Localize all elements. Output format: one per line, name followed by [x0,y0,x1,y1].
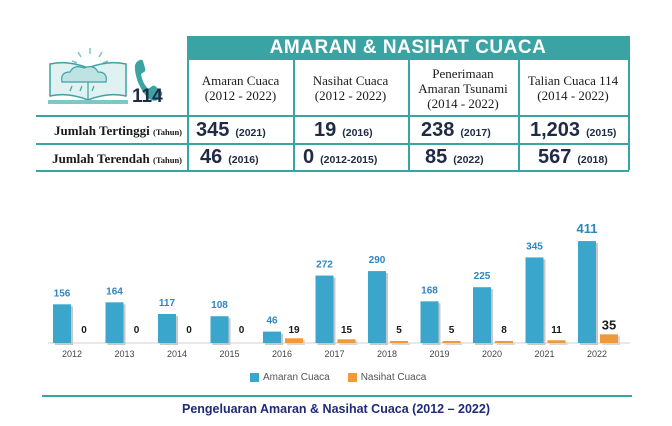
bar-amaran-2016 [263,331,281,343]
x-tick-label-2018: 2018 [377,349,397,359]
label-amaran-2019: 168 [421,285,438,296]
bar-amaran-2015 [210,316,229,343]
legend-item-nasihat: Nasihat Cuaca [347,372,426,383]
x-tick-label-2019: 2019 [429,349,449,359]
hotline-number: 114 [132,86,163,107]
bar-shadow [444,343,463,345]
x-tick-label-2021: 2021 [534,349,554,359]
column-header-talian: Talian Cuaca 114 (2014 - 2022) [527,73,619,103]
bar-nasihat-2018 [390,341,408,343]
cell-highest-nasihat: 19 (2016) [314,119,373,141]
bar-nasihat-2017 [337,339,356,343]
chart-caption: Pengeluaran Amaran & Nasihat Cuaca (2012… [181,402,490,416]
label-amaran-2014: 117 [159,298,176,309]
cell-lowest-nasihat: 0 (2012-2015) [303,146,378,168]
column-header-amaran: Amaran Cuaca (2012 - 2022) [201,73,280,103]
x-tick-label-2012: 2012 [62,349,82,359]
bar-amaran-2013 [105,302,124,343]
label-nasihat-2013: 0 [134,325,140,336]
cell-lowest-tsunami: 85 (2022) [425,146,484,168]
label-nasihat-2021: 11 [551,325,562,336]
label-nasihat-2014: 0 [186,325,192,336]
label-amaran-2016: 46 [266,316,278,327]
bar-amaran-2018 [368,271,386,343]
table-divider [36,170,629,172]
row-label-highest: Jumlah Tertinggi (Tahun) [54,123,182,138]
bar-chart: 156 0 2012 164 0 2013 117 0 2014 108 0 2015 46 19 2016… [48,221,630,359]
bar-shadow [339,341,358,345]
label-amaran-2022: 411 [577,221,598,236]
label-nasihat-2020: 8 [501,325,507,336]
label-amaran-2012: 156 [54,288,71,299]
weather-hotline-illustration [48,46,173,112]
banner-title: AMARAN & NASIHAT CUACA [188,36,628,60]
label-amaran-2018: 290 [369,255,386,266]
chart-legend: Amaran Cuaca Nasihat Cuaca [250,372,426,383]
column-header-nasihat: Nasihat Cuaca (2012 - 2022) [312,73,389,103]
table-divider [36,143,629,145]
bar-amaran-2022 [578,241,596,343]
cell-lowest-talian: 567 (2018) [538,146,608,168]
legend-item-amaran: Amaran Cuaca [250,372,330,383]
label-amaran-2021: 345 [526,241,543,252]
table-divider [187,36,189,170]
bar-nasihat-2019 [442,341,461,343]
label-nasihat-2018: 5 [396,325,402,336]
x-tick-label-2020: 2020 [482,349,502,359]
bar-nasihat-2016 [285,338,303,343]
label-nasihat-2017: 15 [341,325,353,336]
bar-amaran-2012 [53,304,71,343]
bar-nasihat-2021 [547,340,566,343]
table-divider [628,36,630,170]
column-header-tsunami: Penerimaan Amaran Tsunami (2014 - 2022) [418,65,508,111]
label-nasihat-2016: 19 [288,325,300,336]
bar-amaran-2021 [525,257,544,343]
cell-lowest-amaran: 46 (2016) [200,146,259,168]
bar-shadow [392,343,410,345]
bar-shadow [497,343,515,345]
cell-highest-tsunami: 238 (2017) [421,119,491,141]
label-amaran-2017: 272 [316,260,333,271]
label-amaran-2013: 164 [106,286,123,297]
label-amaran-2015: 108 [211,300,228,311]
divider-line [42,395,632,397]
x-tick-label-2016: 2016 [272,349,292,359]
label-nasihat-2012: 0 [81,325,87,336]
bar-nasihat-2020 [495,341,513,343]
x-tick-label-2015: 2015 [219,349,239,359]
bar-amaran-2017 [315,275,334,343]
x-tick-label-2022: 2022 [587,349,607,359]
x-tick-label-2014: 2014 [167,349,187,359]
cell-highest-amaran: 345 (2021) [196,119,266,141]
label-amaran-2020: 225 [474,271,491,282]
bar-nasihat-2022 [600,334,618,343]
x-tick-label-2013: 2013 [114,349,134,359]
label-nasihat-2022: 35 [602,317,616,332]
bar-amaran-2014 [158,313,176,343]
table-divider [36,115,629,117]
bar-amaran-2020 [473,287,491,343]
bar-amaran-2019 [420,301,439,343]
bar-shadow [549,342,568,345]
cell-highest-talian: 1,203 (2015) [530,119,617,141]
label-nasihat-2019: 5 [449,325,455,336]
x-tick-label-2017: 2017 [324,349,344,359]
label-nasihat-2015: 0 [239,325,245,336]
row-label-lowest: Jumlah Terendah (Tahun) [52,151,182,166]
weather-book-icon [48,48,163,104]
